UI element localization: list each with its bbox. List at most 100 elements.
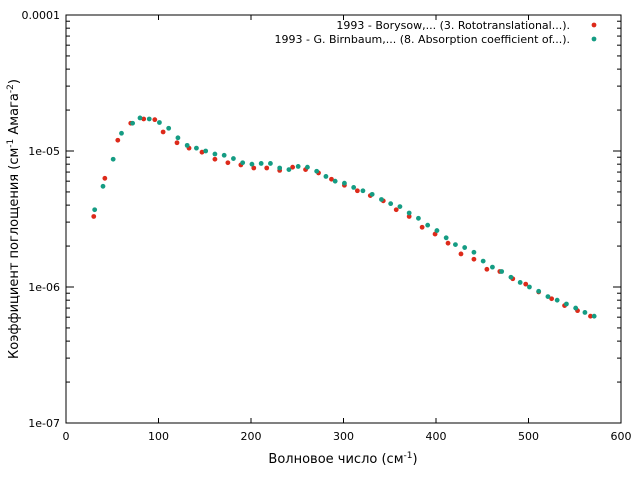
data-point-series-2	[332, 178, 338, 184]
x-tick-label: 600	[611, 430, 632, 443]
data-point-series-2	[249, 161, 255, 167]
data-point-series-2	[369, 191, 375, 197]
data-point-series-1	[523, 281, 529, 287]
x-axis-label: Волновое число (см-1)	[268, 451, 417, 467]
x-tick-label: 400	[426, 430, 447, 443]
data-point-series-2	[434, 228, 440, 233]
data-point-series-2	[268, 161, 273, 166]
data-point-series-1	[152, 117, 158, 123]
data-point-series-1	[406, 214, 412, 219]
data-point-series-2	[110, 156, 116, 162]
x-tick-label: 500	[518, 430, 539, 443]
data-point-series-2	[146, 116, 152, 122]
data-point-series-1	[102, 175, 108, 181]
data-point-series-1	[329, 176, 334, 182]
data-point-series-2	[397, 204, 403, 210]
data-point-series-2	[462, 245, 468, 250]
legend-marker-series-1	[591, 22, 597, 28]
data-point-series-2	[231, 156, 236, 161]
data-point-series-2	[536, 288, 542, 294]
data-point-series-2	[221, 152, 227, 158]
data-point-series-2	[166, 125, 172, 131]
data-point-series-1	[199, 149, 205, 155]
data-point-series-2	[406, 210, 412, 216]
data-point-series-2	[130, 120, 136, 126]
data-point-series-2	[508, 274, 514, 280]
data-point-series-2	[388, 201, 394, 207]
data-point-series-2	[360, 188, 366, 194]
data-point-series-2	[379, 197, 384, 202]
x-tick-label: 200	[241, 430, 262, 443]
data-point-series-1	[471, 256, 477, 262]
data-point-series-1	[160, 129, 166, 135]
data-point-series-1	[264, 165, 270, 171]
legend-marker-series-2	[591, 36, 597, 42]
data-point-series-2	[443, 235, 449, 241]
data-point-series-1	[445, 240, 451, 246]
data-point-series-2	[212, 151, 218, 157]
data-point-series-2	[453, 242, 458, 248]
data-point-series-1	[91, 214, 97, 219]
y-tick-label: 1e-06	[28, 281, 60, 294]
data-point-series-2	[314, 168, 320, 174]
data-point-series-2	[490, 264, 495, 270]
data-point-series-1	[354, 188, 360, 194]
data-point-series-2	[416, 215, 421, 221]
data-point-series-2	[137, 115, 143, 121]
data-point-series-1	[419, 224, 425, 230]
data-point-series-1	[115, 137, 121, 143]
plot-frame	[65, 14, 622, 424]
x-tick-label: 300	[333, 430, 354, 443]
data-point-series-1	[251, 165, 257, 171]
data-point-series-1	[141, 116, 147, 122]
data-point-series-2	[277, 165, 283, 171]
data-point-series-2	[342, 180, 347, 186]
data-point-series-2	[480, 258, 486, 264]
axis-ticks: 0 100 200 300 400 500 600 1e-07 1e-06 1e-05 0.0001	[22, 9, 632, 443]
data-point-series-2	[564, 301, 569, 307]
data-point-series-1	[549, 296, 555, 302]
data-point-series-2	[517, 280, 523, 285]
data-point-series-2	[258, 161, 264, 166]
data-point-series-2	[92, 207, 98, 213]
data-point-series-1	[225, 160, 231, 166]
data-point-series-2	[175, 135, 181, 141]
series-2	[92, 115, 597, 319]
data-point-series-2	[582, 310, 588, 315]
data-point-series-1	[174, 140, 180, 146]
x-tick-label: 0	[63, 430, 70, 443]
data-point-series-2	[119, 130, 124, 136]
data-point-series-1	[290, 164, 296, 170]
data-point-series-2	[527, 284, 532, 290]
data-point-series-2	[203, 148, 209, 154]
legend-label-series-1: 1993 - Borysow,... (3. Rototranslational…	[336, 19, 570, 32]
data-point-series-2	[240, 160, 246, 166]
data-point-series-2	[184, 142, 190, 148]
data-point-series-2	[295, 164, 301, 169]
series-layer	[91, 115, 597, 319]
data-point-series-1	[458, 251, 464, 257]
data-point-series-2	[286, 167, 292, 172]
x-tick-label: 100	[148, 430, 169, 443]
data-point-series-2	[554, 297, 560, 303]
data-point-series-1	[393, 207, 399, 213]
data-point-series-2	[545, 294, 551, 299]
data-point-series-2	[425, 222, 431, 228]
data-point-series-2	[100, 183, 106, 189]
y-tick-label: 1e-07	[28, 417, 60, 430]
data-point-series-1	[484, 266, 490, 272]
series-1	[91, 116, 593, 319]
legend: 1993 - Borysow,... (3. Rototranslational…	[274, 19, 597, 46]
data-point-series-2	[471, 249, 477, 255]
data-point-series-2	[157, 120, 162, 125]
y-axis-label: Коэффициент поглощения (см-1 Амага-2)	[6, 79, 22, 359]
data-point-series-1	[212, 156, 218, 162]
data-point-series-2	[305, 164, 310, 170]
y-tick-label: 1e-05	[28, 145, 60, 158]
data-point-series-2	[323, 174, 329, 179]
data-point-series-2	[499, 269, 505, 274]
y-tick-label: 0.0001	[22, 9, 61, 22]
data-point-series-2	[591, 313, 597, 319]
legend-label-series-2: 1993 - G. Birnbaum,... (8. Absorption co…	[274, 33, 570, 46]
data-point-series-1	[588, 313, 593, 319]
